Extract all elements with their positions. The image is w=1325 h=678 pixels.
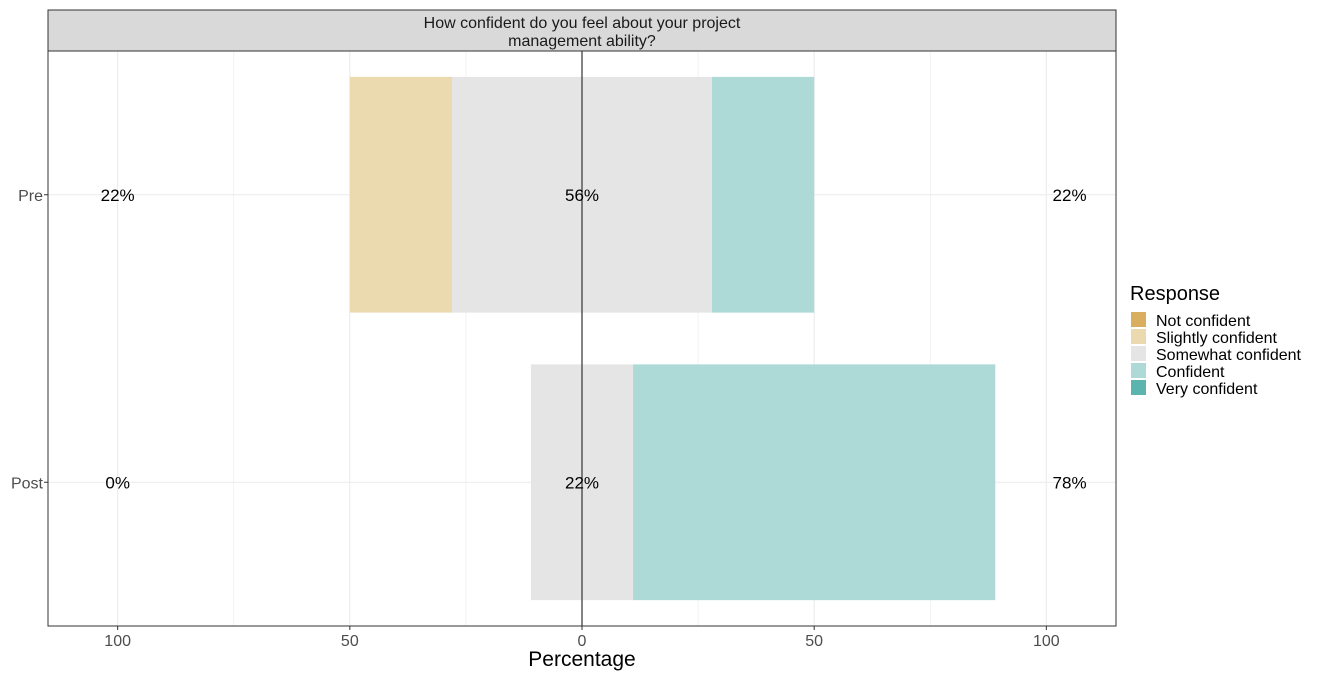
legend-swatch-somewhat-confident (1131, 346, 1146, 361)
pct-label-post-left: 0% (105, 473, 130, 492)
bar-pre-confident (712, 76, 815, 313)
chart-title-line-2: management ability? (508, 33, 656, 50)
x-axis-label: Percentage (528, 648, 635, 671)
pct-label-pre-center: 56% (565, 186, 599, 205)
legend-label-very-confident: Very confident (1156, 381, 1258, 398)
legend-label-confident: Confident (1156, 364, 1225, 381)
legend-swatch-very-confident (1131, 380, 1146, 395)
y-tick-label-pre: Pre (18, 188, 43, 205)
y-tick-label-post: Post (11, 475, 44, 492)
legend-swatch-slightly-confident (1131, 329, 1146, 344)
legend-title: Response (1130, 283, 1220, 305)
x-tick-label: 0 (578, 633, 587, 650)
bar-post-confident (633, 364, 996, 601)
legend-label-somewhat-confident: Somewhat confident (1156, 347, 1302, 364)
facet-strip (47, 9, 1117, 52)
x-axis: 100 50 0 50 100 (104, 626, 1060, 650)
x-tick-label: 50 (805, 633, 823, 650)
pct-label-post-center: 22% (565, 473, 599, 492)
legend-swatch-confident (1131, 363, 1146, 378)
chart-title-line-1: How confident do you feel about your pro… (424, 15, 741, 32)
legend-label-slightly-confident: Slightly confident (1156, 330, 1278, 347)
legend-swatch-not-confident (1131, 312, 1146, 327)
x-tick-label: 100 (1033, 633, 1060, 650)
bar-pre-slightly-confident (349, 76, 452, 313)
x-tick-label: 50 (341, 633, 359, 650)
x-tick-label: 100 (104, 633, 131, 650)
pct-label-post-right: 78% (1053, 473, 1087, 492)
pct-label-pre-right: 22% (1053, 186, 1087, 205)
pct-label-pre-left: 22% (101, 186, 135, 205)
legend-label-not-confident: Not confident (1156, 313, 1251, 330)
percent-labels: 22% 56% 22% 0% 22% 78% (101, 186, 1087, 493)
y-axis: Pre Post (11, 188, 48, 492)
